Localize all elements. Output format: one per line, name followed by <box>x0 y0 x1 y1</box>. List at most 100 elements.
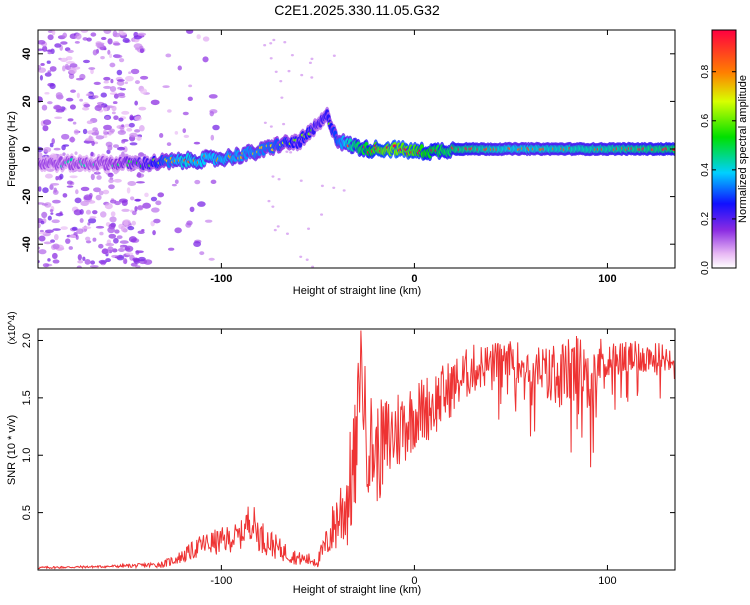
heatmap-noise-cell <box>121 140 126 144</box>
heatmap-noise-cell <box>117 92 126 96</box>
heatmap-noise-cell <box>269 125 273 128</box>
heatmap-noise-cell <box>101 248 109 255</box>
heatmap-noise-cell <box>174 227 182 234</box>
heatmap-noise-cell <box>162 85 170 89</box>
heatmap-noise-cell <box>79 218 84 223</box>
snr-multiplier: (x10^4) <box>7 311 18 344</box>
heatmap-noise-cell <box>142 202 151 209</box>
heatmap-noise-cell <box>53 147 61 151</box>
heatmap-noise-cell <box>137 256 146 262</box>
heatmap-noise-cell <box>141 228 145 232</box>
heatmap-noise-cell <box>38 146 44 153</box>
heatmap-noise-cell <box>137 32 147 36</box>
heatmap-noise-cell <box>116 80 125 86</box>
heatmap-noise-cell <box>55 175 59 181</box>
heatmap-noise-cell <box>49 184 54 191</box>
heatmap-noise-cell <box>53 187 58 193</box>
heatmap-noise-cell <box>100 36 107 41</box>
heatmap-noise-cell <box>113 93 119 99</box>
heatmap-noise-cell <box>68 73 75 80</box>
heatmap-noise-cell <box>108 178 114 184</box>
heatmap-noise-cell <box>95 135 105 140</box>
heatmap-noise-cell <box>62 193 68 198</box>
spectrogram-ytick-label: -20 <box>21 189 33 205</box>
heatmap-noise-cell <box>64 63 69 70</box>
heatmap-noise-cell <box>72 121 77 125</box>
heatmap-noise-cell <box>208 94 218 99</box>
snr-ytick-label: 0.5 <box>21 505 33 520</box>
heatmap-noise-cell <box>128 122 135 128</box>
heatmap-noise-cell <box>116 69 123 76</box>
heatmap-noise-cell <box>123 220 129 227</box>
spectrogram-xtick-label: -100 <box>210 273 232 285</box>
heatmap-noise-cell <box>105 258 111 263</box>
heatmap-noise-cell <box>122 257 128 265</box>
heatmap-noise-cell <box>108 233 117 239</box>
heatmap-noise-cell <box>193 240 202 248</box>
spectrogram-ytick-label: 20 <box>21 95 33 107</box>
heatmap-noise-cell <box>134 206 138 212</box>
heatmap-noise-cell <box>119 88 126 91</box>
spectrogram-ylabel: Frequency (Hz) <box>6 111 18 187</box>
heatmap-noise-cell <box>210 134 215 141</box>
spectrogram-marks <box>38 30 675 268</box>
heatmap-noise-cell <box>174 179 179 185</box>
heatmap-noise-cell <box>47 215 52 221</box>
heatmap-noise-cell <box>183 134 190 138</box>
heatmap-noise-cell <box>103 80 110 84</box>
heatmap-noise-cell <box>103 107 108 112</box>
snr-xtick-label: 0 <box>411 575 417 587</box>
heatmap-noise-cell <box>41 104 48 111</box>
heatmap-noise-cell <box>38 249 47 255</box>
heatmap-noise-cell <box>109 62 116 68</box>
heatmap-noise-cell <box>283 41 287 44</box>
heatmap-noise-cell <box>49 66 57 72</box>
heatmap-noise-cell <box>124 123 130 128</box>
heatmap-noise-cell <box>49 209 54 213</box>
spectrogram-ytick-label: 40 <box>21 48 33 60</box>
heatmap-noise-cell <box>167 109 172 113</box>
heatmap-noise-cell <box>76 265 83 268</box>
heatmap-noise-cell <box>125 252 134 256</box>
heatmap-noise-cell <box>70 89 76 93</box>
heatmap-noise-cell <box>82 226 92 229</box>
heatmap-noise-cell <box>77 260 84 264</box>
heatmap-noise-cell <box>53 234 59 241</box>
heatmap-noise-cell <box>129 142 138 146</box>
heatmap-noise-cell <box>50 212 54 215</box>
heatmap-noise-cell <box>59 211 63 215</box>
heatmap-noise-cell <box>49 83 56 90</box>
colorbar: 0.0 0.2 0.4 0.6 0.8 Normalized spectral ampl… <box>700 29 749 275</box>
heatmap-noise-cell <box>52 228 61 231</box>
heatmap-noise-cell <box>79 98 84 102</box>
heatmap-noise-cell <box>143 259 153 265</box>
heatmap-noise-cell <box>267 199 271 203</box>
heatmap-noise-cell <box>119 240 129 244</box>
heatmap-noise-cell <box>47 34 54 41</box>
heatmap-noise-cell <box>116 79 125 82</box>
heatmap-noise-cell <box>62 32 68 38</box>
heatmap-noise-cell <box>128 236 137 243</box>
heatmap-noise-cell <box>299 179 303 182</box>
heatmap-noise-cell <box>310 76 314 79</box>
heatmap-noise-cell <box>134 129 141 133</box>
heatmap-noise-cell <box>38 235 46 242</box>
heatmap-noise-cell <box>92 49 98 56</box>
heatmap-noise-cell <box>88 217 97 224</box>
heatmap-noise-cell <box>117 247 125 252</box>
heatmap-noise-cell <box>60 41 68 45</box>
heatmap-noise-cell <box>59 173 64 180</box>
heatmap-noise-cell <box>79 208 84 215</box>
heatmap-noise-cell <box>92 95 99 99</box>
heatmap-noise-cell <box>273 228 277 232</box>
heatmap-noise-cell <box>212 124 220 131</box>
heatmap-noise-cell <box>167 247 175 251</box>
heatmap-noise-cell <box>54 116 63 120</box>
colorbar-tick-label: 0.6 <box>700 113 711 127</box>
heatmap-noise-cell <box>136 181 145 184</box>
heatmap-noise-cell <box>119 245 124 249</box>
spectrogram-axes: -100 0 100 -40 -20 0 20 40 <box>21 30 675 285</box>
heatmap-noise-cell <box>62 65 66 72</box>
heatmap-noise-cell <box>107 38 113 45</box>
